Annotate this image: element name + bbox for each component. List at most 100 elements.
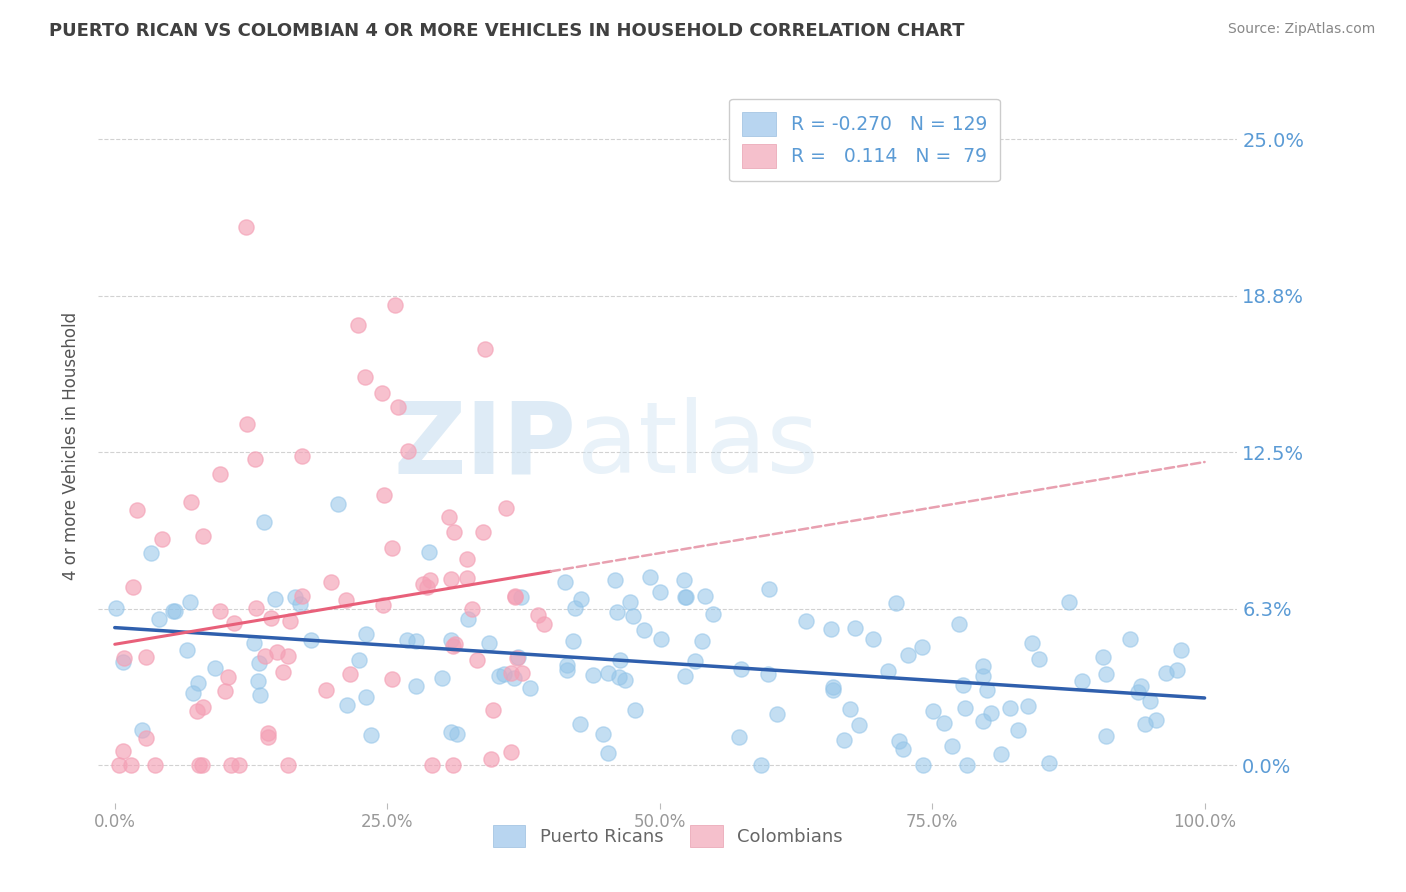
Point	[862, 632, 884, 647]
Point	[180, 495, 202, 509]
Point	[832, 733, 855, 747]
Point	[256, 730, 278, 744]
Point	[1156, 666, 1178, 681]
Point	[492, 667, 515, 681]
Point	[621, 609, 644, 624]
Point	[418, 544, 440, 558]
Point	[527, 608, 550, 623]
Point	[420, 758, 443, 772]
Point	[112, 650, 135, 665]
Point	[648, 585, 671, 599]
Point	[176, 643, 198, 657]
Point	[278, 614, 301, 628]
Point	[347, 318, 370, 332]
Point	[673, 591, 696, 605]
Point	[603, 573, 626, 587]
Point	[440, 724, 463, 739]
Point	[561, 634, 583, 648]
Point	[1038, 756, 1060, 771]
Legend: Puerto Ricans, Colombians: Puerto Ricans, Colombians	[485, 818, 851, 855]
Point	[886, 596, 908, 610]
Point	[702, 607, 724, 622]
Point	[693, 589, 716, 603]
Point	[758, 667, 780, 681]
Point	[354, 370, 377, 384]
Point	[127, 503, 149, 517]
Point	[405, 633, 427, 648]
Point	[941, 739, 963, 753]
Point	[354, 690, 377, 705]
Point	[598, 747, 620, 761]
Point	[443, 637, 465, 651]
Point	[186, 704, 208, 718]
Point	[821, 683, 844, 698]
Point	[441, 640, 464, 654]
Point	[730, 662, 752, 676]
Point	[412, 577, 434, 591]
Point	[953, 700, 976, 714]
Point	[501, 666, 523, 681]
Point	[848, 717, 870, 731]
Point	[911, 640, 934, 654]
Point	[976, 683, 998, 698]
Point	[673, 669, 696, 683]
Point	[495, 501, 517, 516]
Point	[1091, 649, 1114, 664]
Point	[105, 600, 128, 615]
Y-axis label: 4 or more Vehicles in Household: 4 or more Vehicles in Household	[62, 312, 80, 580]
Point	[387, 400, 409, 414]
Point	[416, 581, 439, 595]
Point	[121, 580, 143, 594]
Point	[609, 670, 631, 684]
Point	[446, 727, 468, 741]
Point	[335, 592, 357, 607]
Point	[456, 552, 478, 566]
Point	[932, 715, 955, 730]
Point	[1144, 713, 1167, 727]
Point	[980, 706, 1002, 721]
Point	[111, 656, 134, 670]
Point	[1130, 679, 1153, 693]
Point	[998, 701, 1021, 715]
Point	[143, 758, 166, 772]
Point	[690, 634, 713, 648]
Point	[1070, 673, 1092, 688]
Point	[876, 664, 898, 678]
Point	[254, 649, 277, 664]
Point	[624, 702, 647, 716]
Point	[396, 443, 419, 458]
Point	[1057, 595, 1080, 609]
Point	[440, 633, 463, 648]
Point	[613, 673, 636, 687]
Point	[921, 704, 943, 718]
Point	[266, 645, 288, 659]
Point	[766, 706, 789, 721]
Point	[972, 659, 994, 673]
Point	[1128, 685, 1150, 699]
Point	[188, 758, 211, 772]
Point	[162, 604, 184, 618]
Point	[243, 636, 266, 650]
Point	[135, 731, 157, 745]
Point	[758, 582, 780, 596]
Point	[371, 598, 394, 612]
Point	[555, 657, 578, 672]
Point	[249, 689, 271, 703]
Point	[339, 666, 361, 681]
Point	[141, 547, 163, 561]
Point	[441, 758, 464, 772]
Point	[247, 656, 270, 670]
Point	[236, 417, 259, 431]
Point	[839, 702, 862, 716]
Point	[214, 684, 236, 698]
Point	[291, 590, 314, 604]
Point	[191, 758, 214, 772]
Point	[956, 758, 979, 772]
Point	[193, 699, 215, 714]
Point	[430, 672, 453, 686]
Point	[972, 714, 994, 729]
Point	[948, 616, 970, 631]
Point	[972, 669, 994, 683]
Point	[554, 574, 576, 589]
Point	[135, 650, 157, 665]
